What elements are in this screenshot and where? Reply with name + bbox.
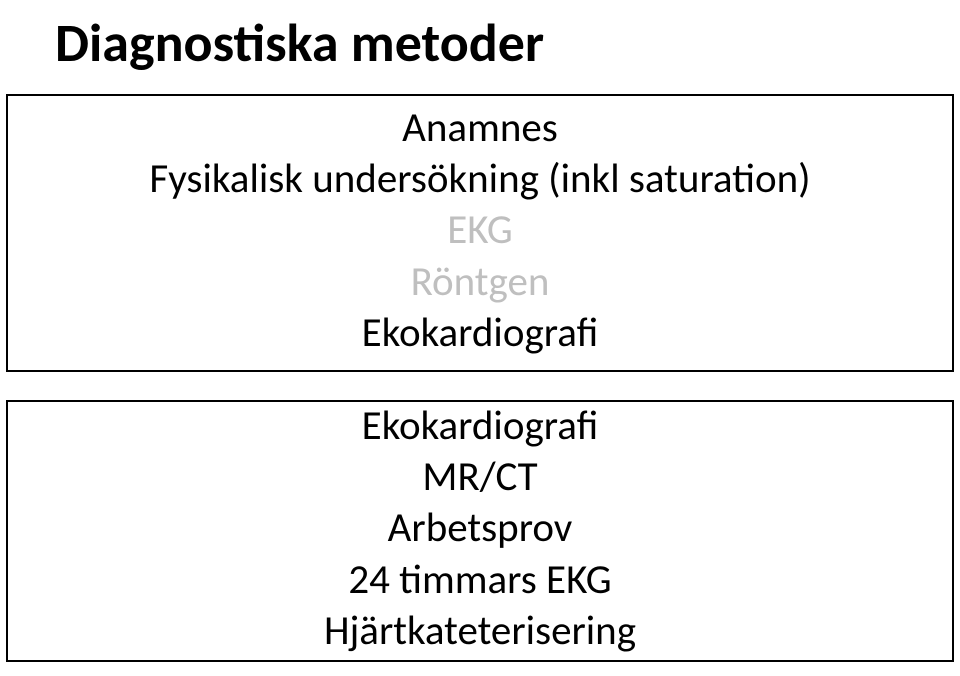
list-item: 24 timmars EKG <box>348 555 611 606</box>
list-item: Hjärtkateterisering <box>324 606 636 657</box>
slide: Diagnostiska metoder Anamnes Fysikalisk … <box>0 0 960 676</box>
method-box-1: Anamnes Fysikalisk undersökning (inkl sa… <box>6 94 954 372</box>
list-item: Röntgen <box>411 257 550 308</box>
list-item: Arbetsprov <box>388 503 573 554</box>
method-box-2: Ekokardiografi MR/CT Arbetsprov 24 timma… <box>6 400 954 662</box>
list-item: EKG <box>447 205 513 256</box>
list-item: Anamnes <box>402 103 558 154</box>
page-title: Diagnostiska metoder <box>55 10 544 76</box>
list-item: Fysikalisk undersökning (inkl saturation… <box>149 154 810 205</box>
list-item: Ekokardiografi <box>362 401 599 452</box>
list-item: Ekokardiografi <box>362 308 599 359</box>
list-item: MR/CT <box>422 452 537 503</box>
